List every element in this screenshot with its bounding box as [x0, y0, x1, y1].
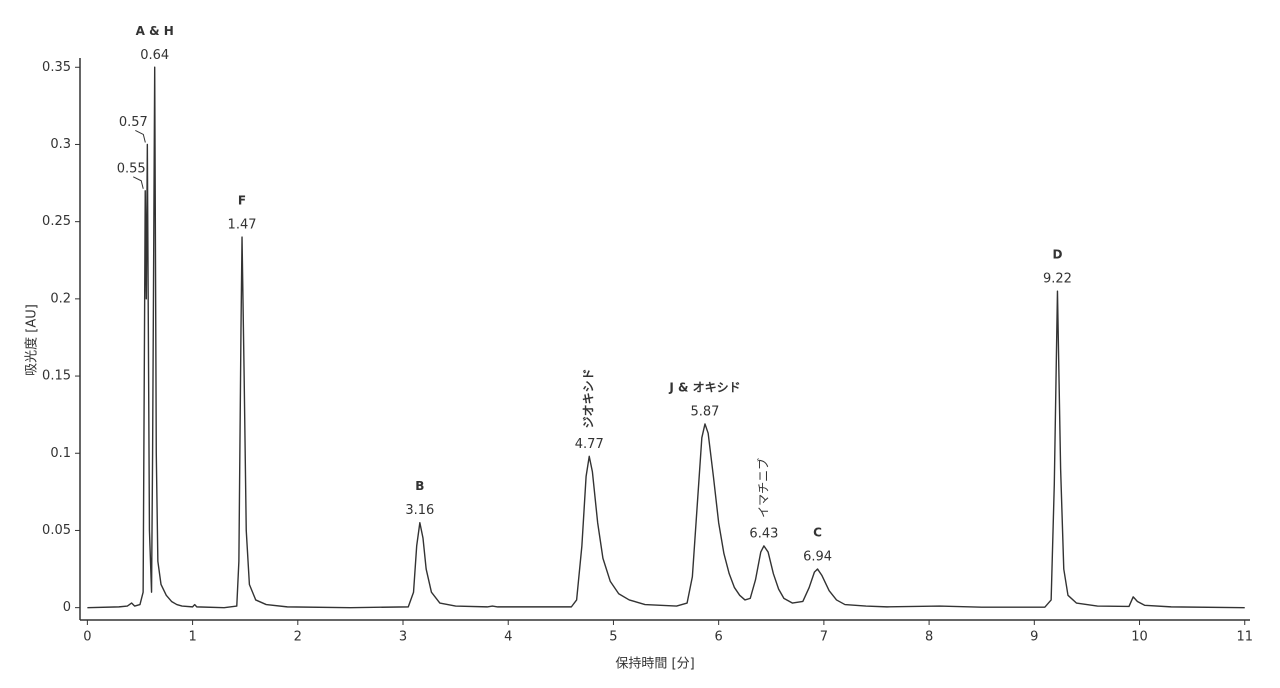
peak-name: D [1052, 248, 1062, 262]
y-tick-label: 0 [63, 600, 71, 615]
peak-label: 1.47 [228, 218, 257, 233]
x-tick-label: 11 [1236, 630, 1253, 645]
x-tick-label: 6 [715, 630, 723, 645]
peak-name: イマチニブ [755, 458, 770, 518]
peak-label: 0.55 [117, 161, 146, 176]
peak-label: 5.87 [691, 404, 720, 419]
leader [133, 176, 144, 189]
peak-name: B [415, 479, 424, 493]
x-tick-label: 0 [83, 630, 91, 645]
y-tick-label: 0.3 [50, 137, 71, 152]
y-axis-title: 吸光度 [AU] [24, 304, 40, 376]
x-axis-title: 保持時間 [分] [615, 657, 694, 672]
x-tick-label: 7 [820, 630, 828, 645]
peak-name: F [238, 194, 246, 208]
peak-label: 9.22 [1043, 272, 1072, 287]
peak-label: 6.94 [803, 550, 832, 565]
peak-label: 0.57 [119, 115, 148, 130]
x-tick-label: 10 [1131, 630, 1148, 645]
x-tick-label: 1 [188, 630, 196, 645]
peak-name: C [813, 526, 822, 540]
trace [87, 66, 1245, 609]
y-tick-label: 0.2 [50, 291, 71, 306]
peak-label: 4.77 [575, 437, 604, 452]
x-tick-label: 4 [504, 630, 512, 645]
peak-label: 0.64 [140, 48, 169, 63]
peak-label: 3.16 [405, 503, 434, 518]
x-tick-label: 2 [294, 630, 302, 645]
y-tick-label: 0.25 [42, 214, 71, 229]
y-tick-label: 0.35 [42, 60, 71, 75]
peak-name: ジオキシド [582, 368, 596, 428]
x-tick-label: 8 [925, 630, 933, 645]
peak-name: A & H [136, 24, 174, 38]
x-tick-label: 5 [609, 630, 617, 645]
y-tick-label: 0.05 [42, 523, 71, 538]
y-tick-label: 0.15 [42, 369, 71, 384]
peak-name: J & オキシド [668, 380, 740, 394]
peak-label: 6.43 [749, 526, 778, 541]
x-tick-label: 9 [1030, 630, 1038, 645]
x-tick-label: 3 [399, 630, 407, 645]
y-tick-label: 0.1 [50, 446, 71, 461]
leader [135, 130, 146, 143]
